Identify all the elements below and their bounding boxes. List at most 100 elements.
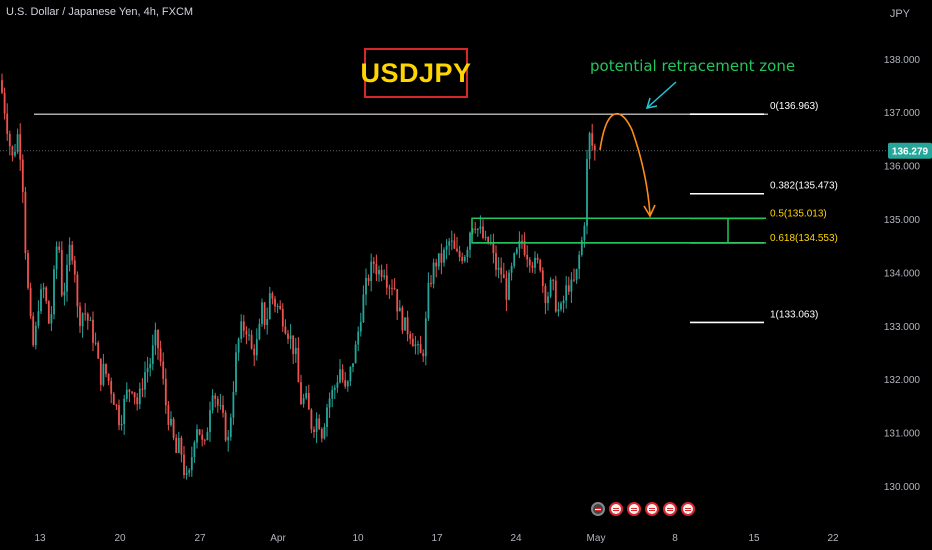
candle-body (430, 282, 432, 284)
candle-body (66, 264, 68, 292)
candle-body (365, 277, 367, 295)
candle-body (328, 398, 331, 408)
economic-events[interactable] (591, 502, 695, 516)
candle-body (591, 133, 594, 146)
candle-body (463, 256, 466, 261)
candle-body (107, 373, 110, 382)
candle-body (547, 296, 549, 304)
us-flag-icon[interactable] (609, 502, 623, 516)
candle-body (536, 257, 539, 260)
candle-body (320, 429, 323, 439)
candle-body (456, 248, 458, 252)
candle-body (375, 263, 378, 275)
price-axis-bg (886, 0, 932, 550)
candle-body (68, 244, 71, 265)
us-flag-icon[interactable] (663, 502, 677, 516)
candle-body (388, 287, 391, 289)
candle-body (151, 345, 154, 364)
candle-body (110, 381, 113, 394)
candle-body (3, 92, 6, 114)
candle-body (586, 159, 588, 226)
candle-body (500, 267, 503, 275)
candle-body (76, 274, 79, 307)
candle-body (445, 245, 448, 250)
candle-body (502, 274, 505, 279)
time-axis: 13 20 27 Apr 10 17 24 May 8 15 22 (34, 533, 839, 544)
candle-body (118, 405, 120, 426)
candle-body (167, 405, 170, 425)
candle-body (560, 303, 562, 310)
candle-body (333, 387, 336, 390)
candle-body (484, 236, 487, 238)
candle-body (294, 347, 297, 355)
candle-body (479, 226, 482, 229)
candle-body (580, 240, 583, 255)
candle-body (528, 259, 531, 266)
candle-body (578, 254, 581, 269)
candle-body (203, 439, 206, 441)
candle-body (211, 395, 214, 411)
candle-body (427, 282, 430, 319)
candle-body (86, 313, 89, 321)
us-flag-icon[interactable] (645, 502, 659, 516)
candle-body (235, 352, 237, 392)
candle-body (162, 361, 165, 379)
candle-body (79, 306, 81, 327)
candle-body (448, 241, 451, 246)
candle-body (513, 253, 516, 266)
candle-body (453, 240, 456, 249)
candle-body (268, 293, 271, 320)
candle-body (526, 254, 529, 260)
event-flag-icon[interactable] (591, 502, 605, 516)
candle-body (47, 301, 50, 324)
candle-body (461, 256, 464, 261)
symbol-label-box: USDJPY (360, 48, 471, 98)
us-flag-icon[interactable] (681, 502, 695, 516)
candle-body (385, 275, 388, 288)
candle-body (476, 228, 479, 230)
candle-body (164, 378, 167, 406)
candle-body (354, 344, 357, 364)
candle-body (19, 134, 22, 160)
candle-body (159, 348, 162, 362)
candle-body (84, 313, 87, 315)
candle-body (232, 391, 235, 418)
y-tick-label: 131.000 (884, 429, 921, 440)
candle-body (138, 388, 141, 405)
us-flag-icon[interactable] (627, 502, 641, 516)
candle-body (40, 289, 42, 312)
candle-body (510, 265, 513, 273)
candle-body (531, 265, 534, 268)
candle-body (497, 267, 500, 270)
candle-body (73, 260, 76, 275)
candle-body (495, 253, 497, 270)
x-tick-label: 13 (34, 533, 46, 544)
candle-body (276, 305, 279, 307)
candle-body (336, 382, 339, 388)
candle-body (248, 334, 250, 336)
candle-body (185, 472, 188, 475)
candle-body (250, 334, 253, 349)
candle-body (562, 300, 565, 304)
y-tick-label: 134.000 (884, 268, 921, 279)
candle-body (1, 80, 3, 93)
candle-body (372, 261, 375, 264)
candle-body (198, 429, 201, 435)
current-price-label: 136.279 (892, 147, 929, 158)
candle-body (469, 232, 471, 250)
y-tick-label: 130.000 (884, 482, 921, 493)
candle-body (144, 372, 146, 390)
candle-body (222, 405, 224, 413)
candle-body (378, 269, 380, 275)
candle-body (14, 151, 16, 156)
candle-body (97, 342, 100, 359)
candle-body (274, 298, 276, 307)
candle-body (99, 358, 102, 385)
candle-body (149, 363, 152, 369)
candle-body (435, 262, 438, 267)
candle-body (92, 319, 94, 343)
candle-body (50, 314, 53, 324)
y-tick-label: 137.000 (884, 108, 921, 119)
candle-body (224, 412, 227, 441)
